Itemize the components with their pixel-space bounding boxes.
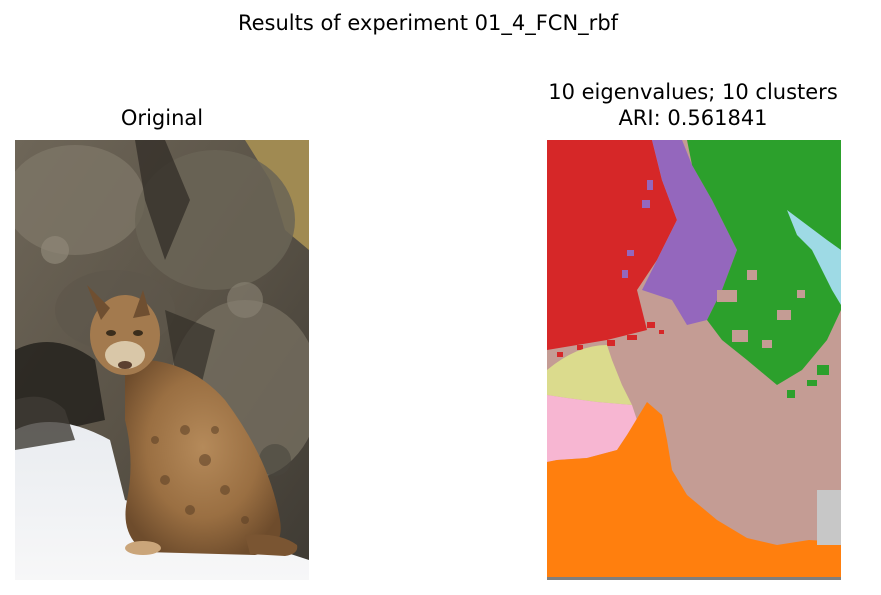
- original-image: [15, 140, 309, 580]
- segmentation-panel-title: 10 eigenvalues; 10 clusters ARI: 0.56184…: [500, 79, 881, 131]
- cluster-red-region: [547, 140, 677, 350]
- cluster-gray-region: [817, 490, 841, 545]
- cluster-map: [547, 140, 841, 580]
- cluster-pink-region: [547, 395, 637, 462]
- segmentation-title-line1: 10 eigenvalues; 10 clusters: [548, 80, 838, 104]
- cluster-orange-region: [547, 402, 841, 580]
- figure-title: Results of experiment 01_4_FCN_rbf: [237, 11, 619, 35]
- segmentation-image: [547, 140, 841, 580]
- bobcat-photo: [15, 140, 309, 580]
- original-panel-title: Original: [120, 106, 204, 130]
- cluster-purple-region: [642, 140, 737, 325]
- cluster-olive-region: [547, 345, 632, 405]
- segmentation-title-line2: ARI: 0.561841: [618, 106, 768, 130]
- cluster-cyan-region: [787, 210, 841, 305]
- cluster-green-region: [687, 140, 841, 385]
